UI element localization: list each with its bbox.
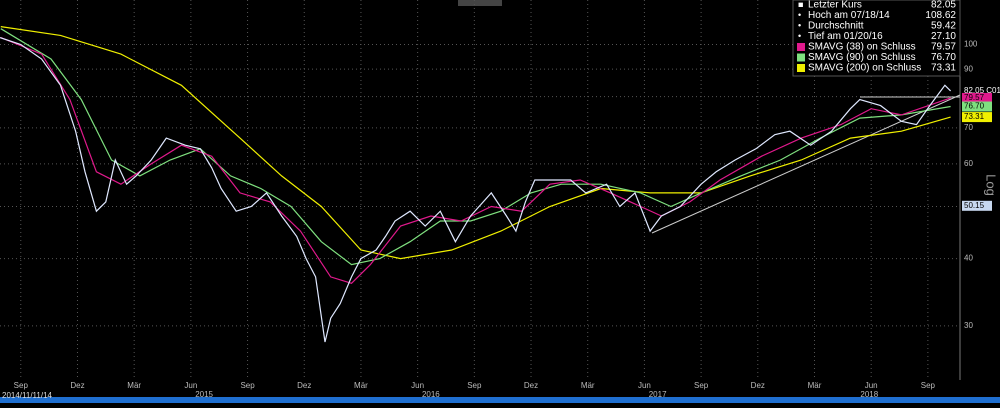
legend-label: SMAVG (90) on Schluss xyxy=(808,52,916,63)
y-tick-label: 90 xyxy=(964,64,973,73)
legend-value: 27.10 xyxy=(931,31,956,42)
axis-label: Log xyxy=(984,174,999,196)
x-tick-label: Jun xyxy=(865,381,878,390)
price-tag xyxy=(962,200,992,211)
x-tick-label: Jun xyxy=(411,381,424,390)
legend-label: SMAVG (38) on Schluss xyxy=(808,42,916,53)
series-line xyxy=(0,37,951,284)
x-tick-label: Sep xyxy=(467,381,482,390)
legend: ■ Letzter Kurs 82.05 • Hoch am 07/18/14 108.6… xyxy=(792,0,961,77)
x-tick-label: Mär xyxy=(808,381,822,390)
year-label: 2018 xyxy=(860,390,878,399)
legend-label: Hoch am 07/18/14 xyxy=(808,10,890,21)
price-tag-label: 50.15 xyxy=(964,201,985,210)
legend-value: 73.31 xyxy=(931,63,956,74)
x-tick-label: Dez xyxy=(524,381,538,390)
series-line xyxy=(0,26,951,260)
y-tick-label: 30 xyxy=(964,321,973,330)
x-tick-label: Jun xyxy=(638,381,651,390)
series-line xyxy=(0,37,952,343)
scroll-bar xyxy=(0,397,1000,403)
x-tick-label: Mär xyxy=(354,381,368,390)
legend-label: SMAVG (200) on Schluss xyxy=(808,63,921,74)
price-tag xyxy=(962,92,992,103)
y-tick-label: 60 xyxy=(964,159,973,168)
legend-swatch xyxy=(797,53,805,62)
price-tag xyxy=(962,101,992,112)
price-tag-label: 73.31 xyxy=(964,112,985,121)
cursor-date: 2014/11/11/14 xyxy=(2,391,53,400)
legend-swatch xyxy=(797,64,805,72)
x-tick-label: Dez xyxy=(297,381,311,390)
x-tick-label: Dez xyxy=(70,381,84,390)
price-tag xyxy=(962,85,992,96)
x-tick-label: Sep xyxy=(14,381,29,390)
legend-value: 82.05 xyxy=(931,0,956,11)
legend-marker: ■ xyxy=(798,0,803,9)
price-tag xyxy=(962,112,992,123)
legend-marker: • xyxy=(798,10,801,20)
legend-value: 76.70 xyxy=(931,52,956,63)
price-tag-label: 82.05 C01 xyxy=(964,86,1000,95)
y-tick-label: 70 xyxy=(964,123,973,132)
legend-marker: • xyxy=(798,31,801,41)
legend-value: 59.42 xyxy=(931,21,956,32)
top-tab xyxy=(458,0,502,6)
legend-value: 108.62 xyxy=(925,10,956,21)
y-tick-label: 100 xyxy=(964,40,978,49)
trend-line xyxy=(651,94,961,234)
price-tag-label: 79.57 xyxy=(964,93,985,102)
legend-marker: • xyxy=(798,20,801,30)
y-tick-label: 40 xyxy=(964,254,973,263)
x-tick-label: Jun xyxy=(184,381,197,390)
x-tick-label: Dez xyxy=(751,381,765,390)
plot xyxy=(0,26,961,343)
x-tick-label: Sep xyxy=(921,381,936,390)
legend-label: Letzter Kurs xyxy=(808,0,862,11)
x-tick-label: Sep xyxy=(694,381,709,390)
x-tick-label: Mär xyxy=(127,381,141,390)
legend-label: Durchschnitt xyxy=(808,21,864,32)
x-tick-label: Mär xyxy=(581,381,595,390)
series-line xyxy=(0,28,951,266)
legend-value: 79.57 xyxy=(931,42,956,53)
year-label: 2016 xyxy=(422,390,440,399)
year-label: 2015 xyxy=(195,390,213,399)
price-tag-label: 76.70 xyxy=(964,102,985,111)
year-label: 2017 xyxy=(649,390,667,399)
x-tick-label: Sep xyxy=(240,381,255,390)
legend-label: Tief am 01/20/16 xyxy=(808,31,883,42)
legend-box xyxy=(792,0,961,77)
legend-swatch xyxy=(797,43,805,51)
